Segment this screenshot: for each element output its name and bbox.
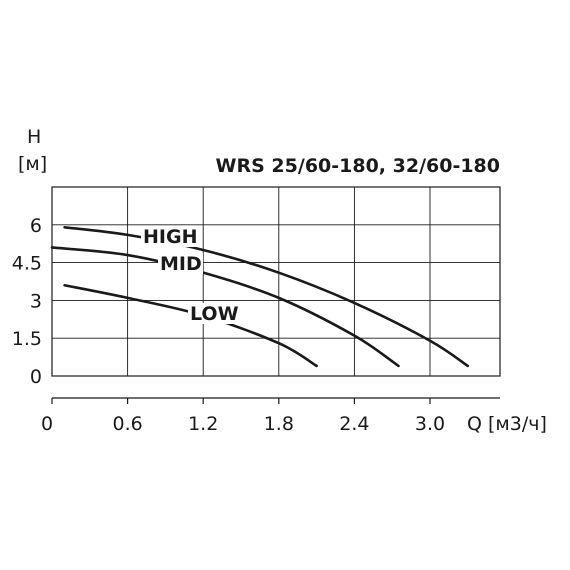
curve-high xyxy=(63,226,470,368)
x-tick-label: 2.4 xyxy=(339,413,369,435)
curve-label-bg xyxy=(188,303,233,324)
y-tick-label: 4.5 xyxy=(12,253,42,275)
plot-frame xyxy=(51,186,501,377)
curves xyxy=(50,226,470,368)
x-tick-label: 1.2 xyxy=(188,413,218,435)
y-tick-label: 0 xyxy=(30,366,42,388)
curve-label-low: LOW xyxy=(190,303,239,325)
curve-label-high: HIGH xyxy=(143,226,197,248)
curve-label-bg xyxy=(158,253,203,274)
y-tick-label: 6 xyxy=(30,215,42,237)
curve-label-mid: MID xyxy=(160,253,202,275)
x-tick-label: 3.0 xyxy=(415,413,445,435)
chart-title: WRS 25/60-180, 32/60-180 xyxy=(216,155,500,177)
x-tick-label: 1.8 xyxy=(264,413,294,435)
grid xyxy=(51,186,501,377)
y-axis-unit: [м] xyxy=(18,153,47,175)
curve-label-bg xyxy=(141,226,199,247)
y-tick-label: 3 xyxy=(30,290,42,312)
y-tick-label: 1.5 xyxy=(12,328,42,350)
y-axis-title: H xyxy=(27,126,41,148)
curve-mid xyxy=(50,246,400,368)
labels: H [м] WRS 25/60-180, 32/60-180 Q [м3/ч] … xyxy=(12,126,547,435)
axes xyxy=(51,397,500,404)
x-axis-title: Q [м3/ч] xyxy=(467,413,547,435)
x-tick-label: 0.6 xyxy=(112,413,142,435)
x-tick-label: 0 xyxy=(41,413,53,435)
